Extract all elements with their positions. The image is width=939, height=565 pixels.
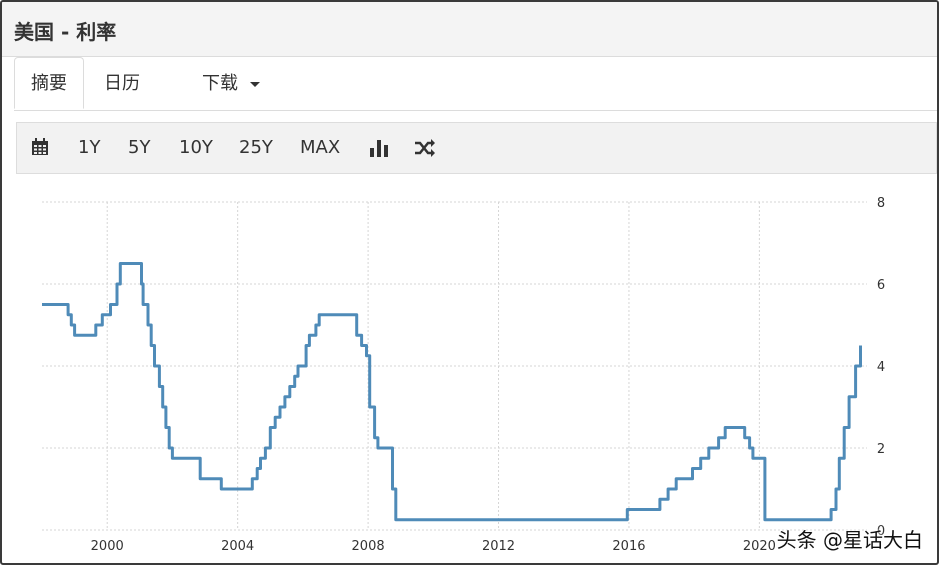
tab-summary[interactable]: 摘要: [14, 57, 84, 109]
y-tick-label: 2: [877, 442, 885, 457]
tab-bar: 摘要 日历 下载: [14, 57, 937, 111]
y-tick-label: 6: [877, 278, 885, 293]
chart-area: 0 2 4 6 8 2000 2004 2008 2012 2016 2020: [2, 174, 937, 563]
interest-rate-chart: 0 2 4 6 8 2000 2004 2008 2012 2016 2020: [42, 196, 885, 554]
range-5y-button[interactable]: 5Y: [128, 137, 151, 158]
shuffle-icon[interactable]: [414, 138, 436, 162]
x-tick-label: 2016: [612, 539, 645, 554]
calendar-icon[interactable]: [31, 138, 49, 160]
range-max-button[interactable]: MAX: [300, 137, 341, 158]
caret-down-icon: [249, 81, 260, 87]
tab-calendar[interactable]: 日历: [104, 58, 140, 110]
x-tick-label: 2000: [91, 539, 124, 554]
y-tick-label: 4: [877, 360, 885, 375]
panel-header: 美国 - 利率: [2, 2, 937, 57]
page-title: 美国 - 利率: [14, 20, 117, 44]
tab-download-dropdown[interactable]: 下载: [202, 58, 260, 110]
tab-calendar-label: 日历: [104, 73, 140, 94]
x-tick-label: 2008: [352, 539, 385, 554]
series-line: [42, 262, 862, 522]
y-tick-label: 0: [877, 524, 885, 539]
chart-toolbar: 1Y 5Y 10Y 25Y MAX: [16, 122, 937, 174]
tab-download-label: 下载: [202, 73, 238, 94]
watermark: 头条 @星话大白: [776, 528, 923, 552]
y-tick-label: 8: [877, 196, 885, 211]
x-tick-label: 2020: [743, 539, 776, 554]
range-25y-button[interactable]: 25Y: [239, 137, 273, 158]
tab-summary-label: 摘要: [31, 73, 67, 94]
x-tick-label: 2012: [482, 539, 515, 554]
range-1y-button[interactable]: 1Y: [78, 137, 101, 158]
bar-chart-icon[interactable]: [369, 138, 389, 162]
x-tick-label: 2004: [221, 539, 254, 554]
range-10y-button[interactable]: 10Y: [179, 137, 213, 158]
